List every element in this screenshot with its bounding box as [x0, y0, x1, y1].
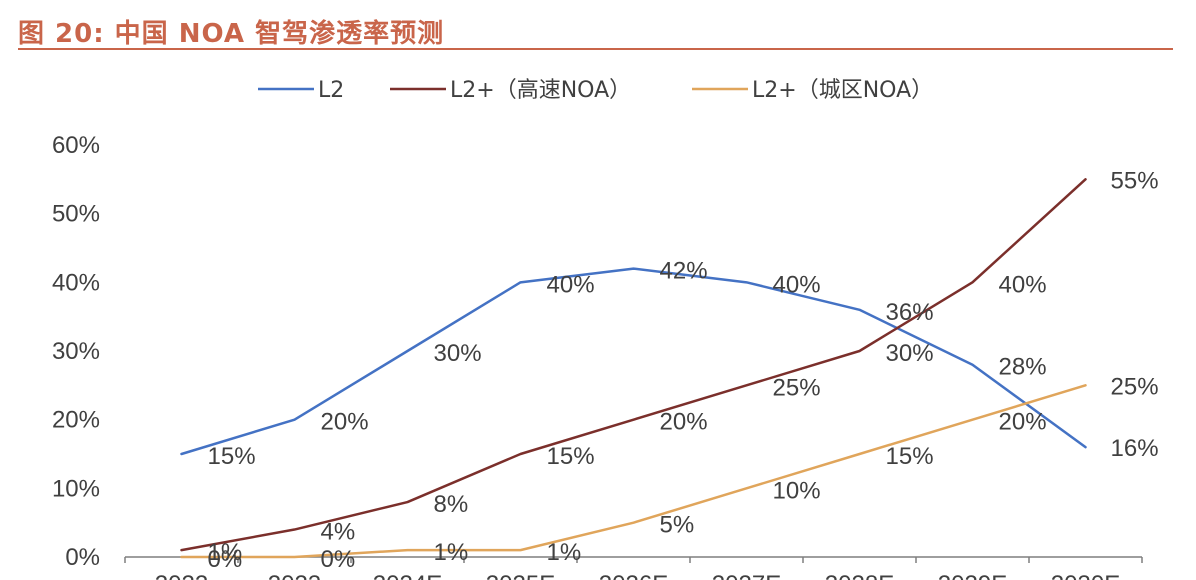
data-label-series-3: 5% — [660, 512, 695, 539]
data-label-series-3: 0% — [208, 546, 243, 573]
y-tick-label: 40% — [52, 269, 100, 296]
data-label-series-3: 15% — [886, 443, 934, 470]
data-label-series-1: 40% — [773, 271, 821, 298]
y-tick-label: 10% — [52, 475, 100, 502]
data-label-series-2: 15% — [547, 443, 595, 470]
data-label-series-2: 30% — [886, 340, 934, 367]
x-tick-label: 2023 — [268, 571, 321, 580]
x-tick-label: 2030E — [1051, 571, 1120, 580]
figure-title: 图 20: 中国 NOA 智驾渗透率预测 — [18, 19, 445, 49]
data-label-series-3: 10% — [773, 477, 821, 504]
data-label-series-1: 15% — [208, 443, 256, 470]
data-label-series-2: 55% — [1111, 167, 1159, 194]
x-tick-label: 2025E — [486, 571, 555, 580]
data-label-series-1: 16% — [1111, 435, 1159, 462]
legend-label-3: L2+（城区NOA） — [752, 78, 933, 103]
y-tick-label: 0% — [65, 544, 100, 571]
data-label-series-2: 4% — [321, 519, 356, 546]
x-tick-label: 2029E — [938, 571, 1007, 580]
y-tick-label: 30% — [52, 338, 100, 365]
data-label-series-2: 8% — [434, 491, 469, 518]
data-label-series-2: 40% — [999, 271, 1047, 298]
series-line-3 — [180, 384, 1087, 559]
data-label-series-1: 40% — [547, 271, 595, 298]
data-label-series-3: 1% — [434, 539, 469, 566]
legend-label-1: L2 — [318, 78, 344, 103]
data-label-series-1: 20% — [321, 409, 369, 436]
data-label-series-1: 42% — [660, 258, 708, 285]
data-label-series-3: 25% — [1111, 373, 1159, 400]
data-label-series-1: 36% — [886, 299, 934, 326]
y-tick-label: 50% — [52, 201, 100, 228]
data-label-series-2: 25% — [773, 374, 821, 401]
data-label-series-1: 28% — [999, 354, 1047, 381]
legend-label-2: L2+（高速NOA） — [450, 78, 631, 103]
series-line-2 — [180, 178, 1087, 552]
data-label-series-3: 20% — [999, 409, 1047, 436]
x-tick-label: 2022 — [155, 571, 208, 580]
x-tick-label: 2026E — [599, 571, 668, 580]
data-label-series-2: 20% — [660, 409, 708, 436]
series-line-1 — [180, 267, 1087, 456]
y-tick-label: 20% — [52, 407, 100, 434]
data-label-series-1: 30% — [434, 340, 482, 367]
x-tick-label: 2027E — [712, 571, 781, 580]
figure-header: 图 20: 中国 NOA 智驾渗透率预测 — [18, 8, 1173, 50]
x-tick-label: 2024E — [373, 571, 442, 580]
data-label-series-3: 0% — [321, 546, 356, 573]
data-label-series-2: 1% — [208, 539, 243, 566]
x-tick-label: 2028E — [825, 571, 894, 580]
data-label-series-3: 1% — [547, 539, 582, 566]
y-tick-label: 60% — [52, 132, 100, 159]
